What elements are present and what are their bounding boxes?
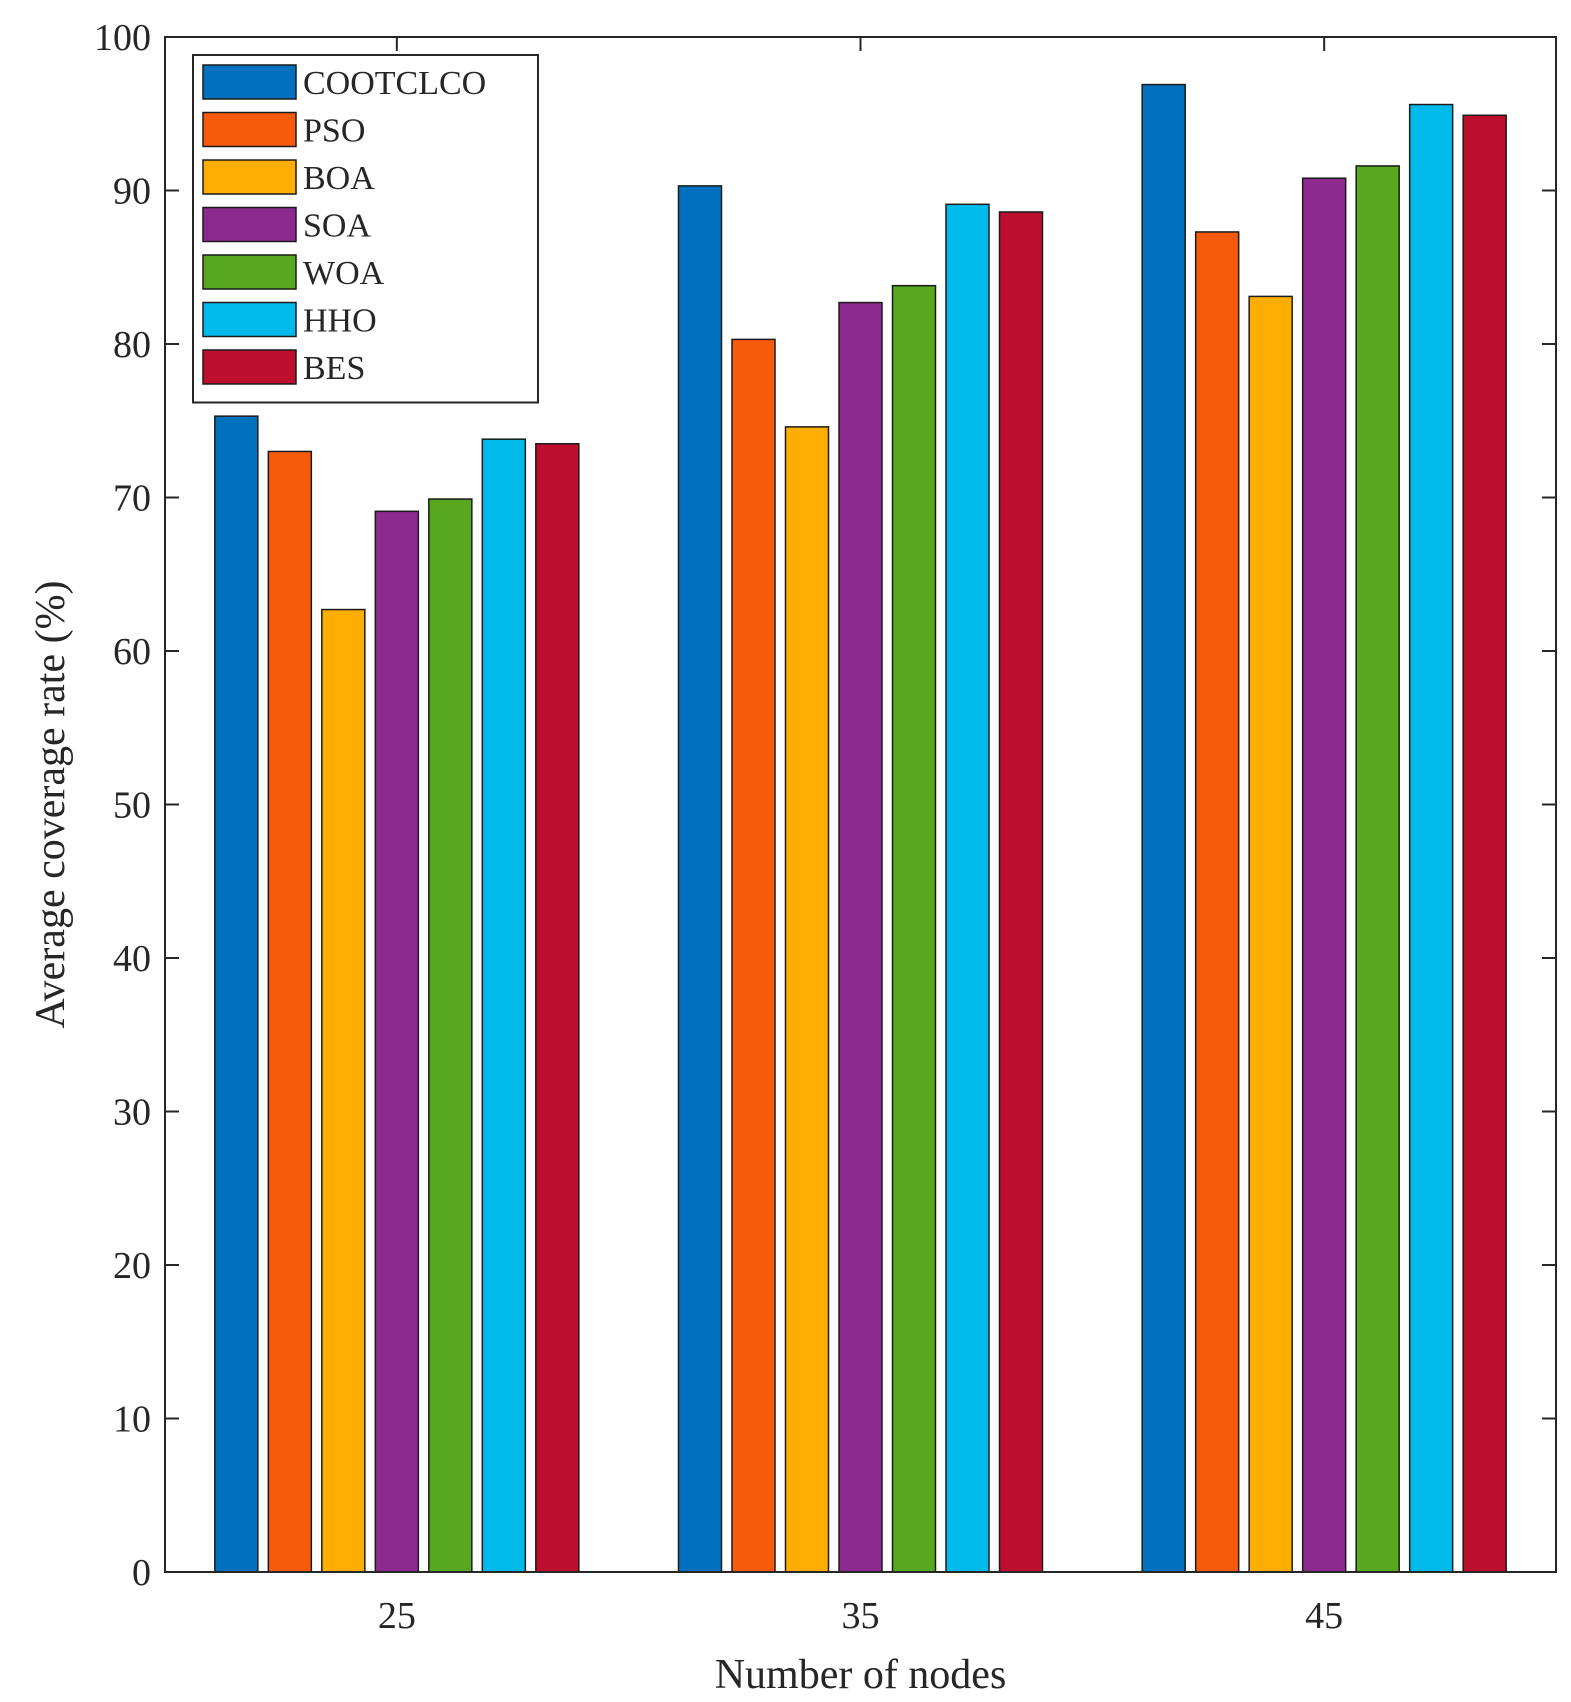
- bar-bes-35: [998, 211, 1044, 1573]
- bar-woa-35: [891, 284, 937, 1573]
- legend-swatch-boa: [202, 159, 297, 195]
- x-axis-title: Number of nodes: [715, 1652, 1007, 1698]
- y-tick-label: 0: [132, 1552, 151, 1594]
- y-tick-label: 20: [113, 1245, 151, 1287]
- bar-soa-45: [1301, 177, 1347, 1573]
- y-tick-labels: 0 10 20 30 40 50 60 70 80 90 100: [94, 17, 151, 1594]
- bar-cootclco-45: [1141, 83, 1186, 1573]
- bar-woa-45: [1355, 165, 1400, 1573]
- legend-swatch-cootclco: [202, 64, 297, 100]
- y-tick-label: 60: [113, 631, 151, 673]
- bar-bes-45: [1462, 114, 1507, 1573]
- bar-pso-25: [267, 450, 313, 1573]
- legend-label-hho: HHO: [303, 303, 377, 340]
- y-tick-label: 100: [94, 17, 151, 59]
- y-tick-label: 50: [113, 785, 151, 827]
- legend-swatch-woa: [202, 254, 297, 290]
- bar-soa-35: [838, 301, 883, 1573]
- legend-swatch-hho: [202, 301, 297, 338]
- x-tick-label: 35: [842, 1595, 880, 1637]
- bar-cootclco-25: [214, 415, 259, 1573]
- y-tick-label: 10: [113, 1399, 151, 1441]
- bar-cootclco-35: [677, 185, 723, 1573]
- bar-woa-25: [428, 498, 473, 1573]
- plot-frame: [164, 36, 1557, 1573]
- x-tick-labels: 25 35 45: [378, 1595, 1343, 1637]
- legend-label-soa: SOA: [303, 208, 371, 245]
- bar-pso-45: [1194, 231, 1240, 1573]
- bar-boa-35: [784, 426, 830, 1573]
- bar-boa-45: [1248, 295, 1293, 1573]
- bar-hho-25: [481, 438, 527, 1573]
- bar-pso-35: [731, 338, 776, 1573]
- legend-label-cootclco: COOTCLCO: [303, 65, 486, 102]
- legend-label-boa: BOA: [303, 160, 375, 197]
- x-tick-label: 25: [378, 1595, 416, 1637]
- bars: [214, 83, 1507, 1573]
- legend-label-pso: PSO: [303, 113, 365, 150]
- y-tick-label: 70: [113, 478, 151, 520]
- legend-swatch-soa: [202, 206, 297, 243]
- bar-hho-35: [945, 203, 990, 1573]
- y-tick-label: 40: [113, 938, 151, 980]
- y-tick-label: 80: [113, 324, 151, 366]
- legend-label-bes: BES: [303, 350, 365, 387]
- legend-swatch-bes: [202, 349, 297, 385]
- x-tick-label: 45: [1305, 1595, 1343, 1637]
- bar-hho-45: [1408, 103, 1454, 1573]
- bar-bes-25: [535, 443, 580, 1573]
- y-tick-label: 30: [113, 1092, 151, 1134]
- y-axis-title: Average coverage rate (%): [28, 580, 74, 1028]
- legend: COOTCLCO PSO BOA SOA WOA HHO BES: [192, 54, 539, 404]
- bar-boa-25: [321, 608, 366, 1573]
- legend-label-woa: WOA: [303, 255, 385, 292]
- legend-swatch-pso: [202, 111, 297, 148]
- y-tick-label: 90: [113, 171, 151, 213]
- bar-soa-25: [374, 510, 420, 1573]
